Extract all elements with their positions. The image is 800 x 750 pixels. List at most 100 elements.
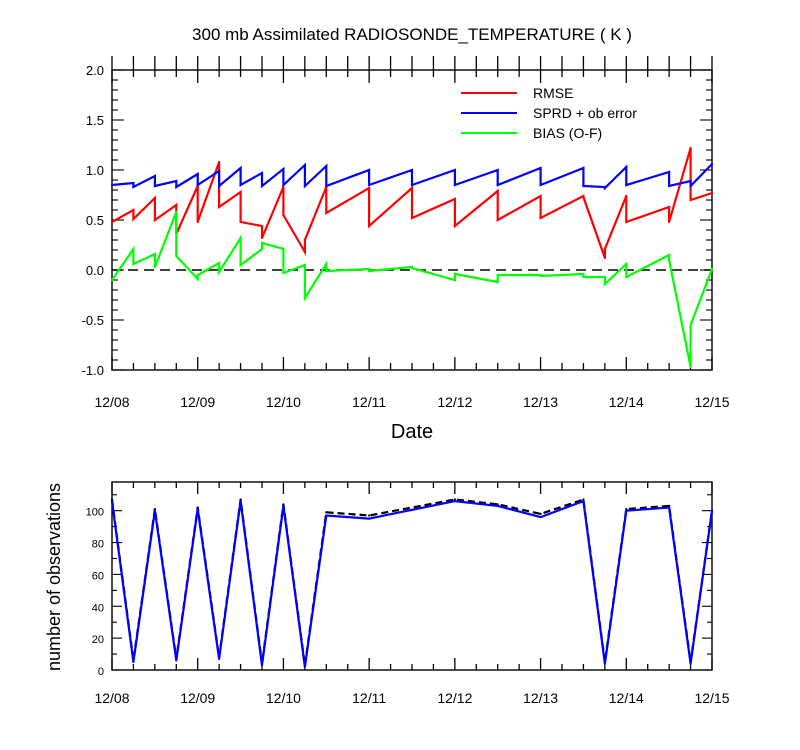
series-line-bias-o-f- xyxy=(111,211,714,368)
data-point xyxy=(368,517,371,520)
data-point xyxy=(582,195,585,199)
data-point xyxy=(603,662,606,665)
data-point xyxy=(132,181,135,185)
data-point xyxy=(710,509,714,512)
data-point xyxy=(496,218,499,222)
data-point xyxy=(368,224,371,228)
x-tick-label: 12/10 xyxy=(266,394,301,410)
bottom-plot-area: 12/08 12/09 12/10 12/11 12/12 12/13 12/14 12/15… xyxy=(86,481,730,706)
data-point xyxy=(710,267,714,271)
data-point xyxy=(539,274,542,278)
data-point xyxy=(260,664,264,667)
data-point xyxy=(453,500,456,503)
series-line-rmse xyxy=(111,147,713,259)
data-point xyxy=(260,171,264,175)
data-point xyxy=(282,213,285,217)
legend-label: SPRD + ob error xyxy=(533,105,637,121)
data-point xyxy=(539,512,542,515)
x-tick-label: 12/08 xyxy=(94,394,129,410)
data-point xyxy=(689,198,692,202)
x-tick-label: 12/13 xyxy=(523,394,558,410)
data-point xyxy=(196,277,199,281)
data-point xyxy=(175,210,178,214)
data-point xyxy=(196,183,199,187)
data-point xyxy=(303,296,306,300)
data-point xyxy=(196,506,199,509)
data-point xyxy=(625,262,628,266)
data-point xyxy=(196,220,199,224)
data-point xyxy=(325,511,328,514)
y-tick-label: 1.5 xyxy=(86,113,104,128)
data-point xyxy=(153,509,156,512)
data-point xyxy=(132,262,135,266)
data-point xyxy=(153,265,156,269)
y-tick-label: 100 xyxy=(86,507,104,519)
data-point xyxy=(325,262,328,266)
x-axis-label: Date xyxy=(391,421,433,443)
y-tick-label: 40 xyxy=(92,602,104,614)
data-point xyxy=(282,247,285,251)
data-point xyxy=(453,224,456,228)
data-point xyxy=(260,241,264,245)
data-point xyxy=(303,163,306,167)
data-point xyxy=(325,514,328,517)
data-point xyxy=(239,498,242,501)
y-tick-label: 0 xyxy=(98,666,104,678)
data-point xyxy=(453,272,456,276)
data-point xyxy=(260,247,264,251)
data-point xyxy=(625,165,628,169)
data-point xyxy=(282,271,285,275)
data-point xyxy=(582,184,585,188)
data-point xyxy=(132,208,135,212)
data-point xyxy=(175,203,178,207)
data-point xyxy=(260,236,264,240)
legend-label: RMSE xyxy=(533,85,573,101)
data-point xyxy=(410,183,414,187)
data-point xyxy=(110,500,114,503)
x-tick-label: 12/08 xyxy=(94,690,129,706)
data-point xyxy=(582,272,585,276)
series-line-sprd-ob-error xyxy=(111,162,713,191)
data-point xyxy=(582,500,585,503)
data-point xyxy=(153,196,156,200)
series-line-observations-used xyxy=(110,499,714,667)
data-point xyxy=(325,269,328,273)
data-point xyxy=(368,267,371,271)
data-point xyxy=(218,657,221,660)
y-tick-label: -0.5 xyxy=(82,313,104,328)
data-point xyxy=(539,216,542,220)
data-point xyxy=(668,205,671,209)
data-point xyxy=(196,507,199,511)
data-point xyxy=(582,166,585,170)
data-point xyxy=(260,224,264,228)
data-point xyxy=(175,179,178,183)
data-point xyxy=(625,220,628,224)
data-point xyxy=(582,275,585,279)
data-point xyxy=(539,166,542,170)
y-tick-label: 80 xyxy=(92,539,104,551)
data-point xyxy=(303,184,306,188)
data-point xyxy=(603,275,606,279)
data-point xyxy=(668,220,671,224)
x-tick-label: 12/10 xyxy=(266,690,301,706)
data-point xyxy=(175,185,178,189)
data-point xyxy=(668,170,671,174)
data-point xyxy=(453,183,456,187)
data-point xyxy=(496,280,499,284)
data-point xyxy=(368,269,371,273)
x-tick-label: 12/11 xyxy=(352,690,386,706)
data-point xyxy=(153,184,156,188)
x-tick-label: 12/13 xyxy=(523,690,558,706)
data-point xyxy=(668,184,671,188)
data-point xyxy=(496,183,499,187)
data-point xyxy=(218,184,221,188)
data-point xyxy=(368,514,371,517)
data-point xyxy=(689,323,692,327)
data-point xyxy=(368,168,371,172)
data-point xyxy=(218,205,221,209)
data-point xyxy=(239,263,242,267)
data-point xyxy=(410,186,414,190)
data-point xyxy=(303,250,306,254)
data-point xyxy=(132,185,135,189)
